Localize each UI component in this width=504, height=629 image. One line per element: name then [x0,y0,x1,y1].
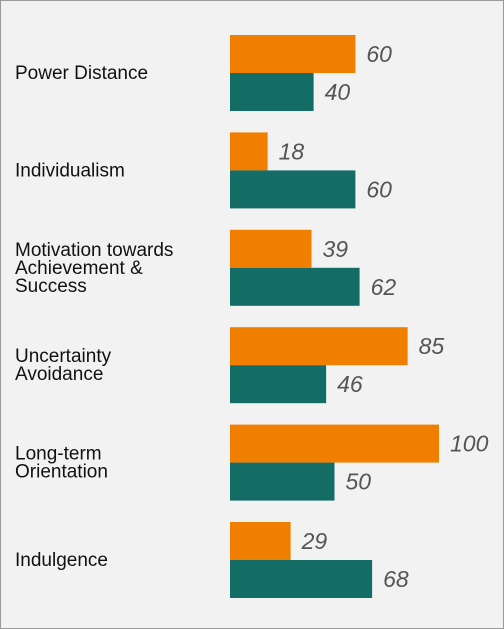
category-label-power-distance: Power Distance [15,63,148,84]
value-label-series-2-individualism: 60 [366,176,392,202]
category-label-line: Success [15,276,87,297]
bar-series-2-power-distance [230,73,314,111]
category-label-uncertainty-avoidance: Uncertainty Avoidance [15,346,112,385]
bar-series-1-uncertainty-avoidance [230,327,408,366]
value-label-series-2-power-distance: 40 [325,79,351,105]
value-label-series-1-individualism: 18 [279,138,305,164]
bar-series-2-individualism [230,170,356,209]
category-label-line: Orientation [15,462,108,483]
category-label-line: Indulgence [15,550,108,571]
category-label-long-term-orientation: Long-term Orientation [15,444,108,483]
bar-series-2-long-term-orientation [230,462,335,501]
category-label-line: Motivation towards [15,240,173,261]
value-label-series-2-indulgence: 68 [383,566,409,592]
bar-series-1-motivation-towards-achievement-success [230,229,312,268]
value-label-series-1-indulgence: 29 [301,528,328,554]
bar-series-1-power-distance [230,35,356,73]
value-label-series-1-uncertainty-avoidance: 85 [419,333,445,359]
value-label-series-2-motivation-towards-achievement-success: 62 [371,274,397,300]
category-label-line: Power Distance [15,63,148,84]
category-label-line: Uncertainty [15,346,112,367]
category-label-individualism: Individualism [15,160,125,181]
category-label-motivation-towards-achievement-success: Motivation towards Achievement & Success [15,240,173,297]
category-label-line: Achievement & [15,258,143,279]
category-label-indulgence: Indulgence [15,550,108,571]
bar-series-2-uncertainty-avoidance [230,365,327,404]
value-label-series-1-motivation-towards-achievement-success: 39 [323,236,349,262]
value-label-series-2-uncertainty-avoidance: 46 [337,371,363,397]
bar-series-2-indulgence [230,560,373,598]
bar-series-2-motivation-towards-achievement-success [230,267,360,306]
category-label-line: Avoidance [15,364,103,385]
value-label-series-1-long-term-orientation: 100 [450,431,489,457]
bar-series-1-individualism [230,132,268,171]
category-label-line: Individualism [15,160,125,181]
bar-series-1-long-term-orientation [230,424,439,463]
value-label-series-1-power-distance: 60 [366,41,392,67]
category-label-line: Long-term [15,444,102,465]
value-label-series-2-long-term-orientation: 50 [346,469,372,495]
bar-series-1-indulgence [230,522,291,560]
